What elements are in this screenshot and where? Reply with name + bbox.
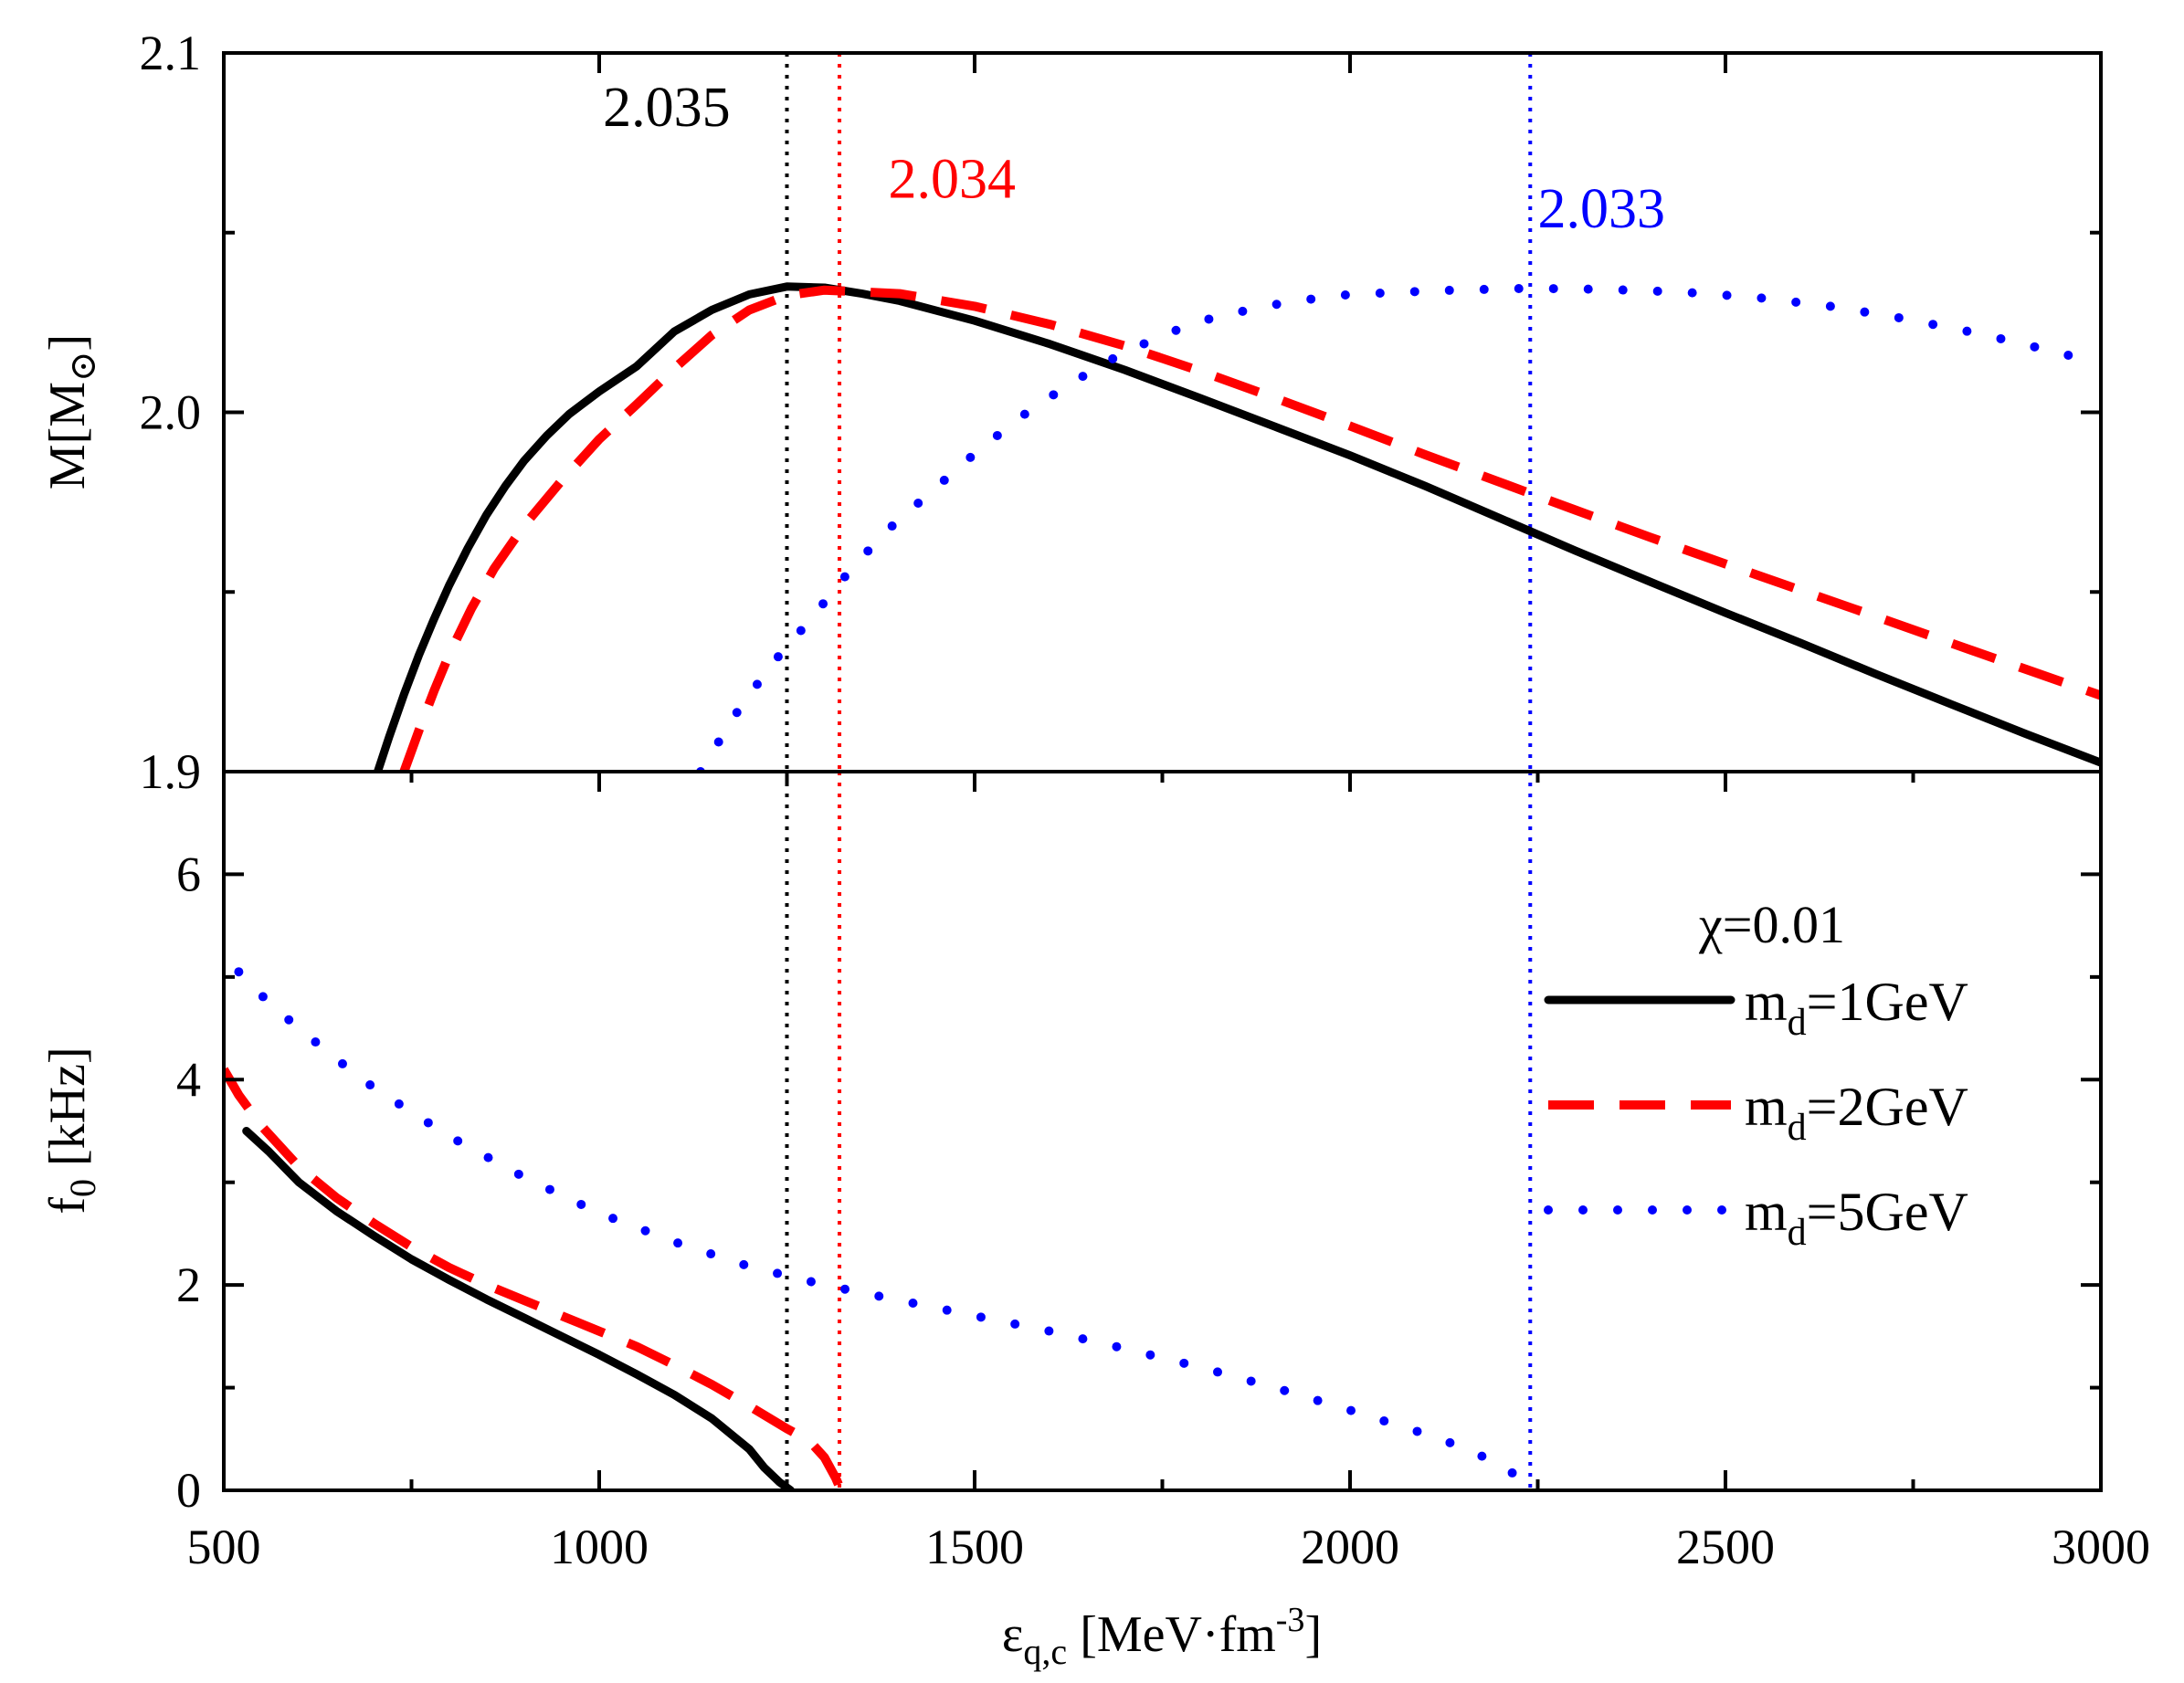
xtick-label-3: 2000 <box>1301 1520 1399 1574</box>
xtick-label-5: 3000 <box>2052 1520 2150 1574</box>
top-series-3 <box>696 283 2101 772</box>
top-tick-labels: 1.9 2.0 2.1 <box>140 26 202 799</box>
bot-ytick-label-1: 2 <box>176 1257 201 1312</box>
bot-series-1 <box>242 1127 796 1490</box>
bot-series-3 <box>234 967 1535 1490</box>
top-ylabel: M[M⊙] <box>39 334 103 489</box>
bot-series-2 <box>224 1067 846 1490</box>
bottom-ylabel: f0 [kHz] <box>39 1047 103 1214</box>
top-ytick-label-1: 2.0 <box>140 385 202 440</box>
top-annotations: 2.035 2.034 2.033 <box>603 77 1665 240</box>
bottom-plot-frame <box>222 770 2103 1492</box>
bottom-tick-labels: 0 2 4 6 500 1000 1500 2000 2500 3000 <box>176 847 2150 1574</box>
xtick-label-2: 1500 <box>925 1520 1024 1574</box>
top-ytick-label-2: 2.1 <box>140 26 202 80</box>
bot-ytick-label-0: 0 <box>176 1463 201 1518</box>
annotation-0: 2.035 <box>603 77 731 139</box>
legend-label-2: md=2GeV <box>1745 1077 1968 1149</box>
top-panel: 1.9 2.0 2.1 2.035 2.034 2.033 M[M⊙] <box>39 26 2103 799</box>
top-series-2 <box>399 285 2101 772</box>
legend: χ=0.01 md=1GeV md=2GeV md=5GeV <box>1544 895 1968 1254</box>
legend-title: χ=0.01 <box>1698 895 1845 954</box>
top-ytick-label-0: 1.9 <box>140 744 202 799</box>
legend-entries: md=1GeV md=2GeV md=5GeV <box>1544 972 1968 1254</box>
bot-ytick-label-3: 6 <box>176 847 201 901</box>
top-ticks <box>222 51 2103 773</box>
xtick-label-1: 1000 <box>550 1520 649 1574</box>
legend-label-3: md=5GeV <box>1745 1182 1968 1254</box>
bottom-panel: 0 2 4 6 500 1000 1500 2000 2500 3000 f0 [kHz] εq,… <box>39 770 2150 1672</box>
top-plot-frame <box>222 51 2103 773</box>
bottom-series-group <box>224 967 1535 1490</box>
bot-ytick-label-2: 4 <box>176 1052 201 1107</box>
legend-label-1: md=1GeV <box>1745 972 1968 1044</box>
x-axis-label: εq,c [MeV·fm-3] <box>1002 1601 1322 1672</box>
annotation-1: 2.034 <box>888 149 1016 211</box>
xtick-label-4: 2500 <box>1676 1520 1775 1574</box>
xtick-label-0: 500 <box>187 1520 261 1574</box>
annotation-2: 2.033 <box>1538 178 1666 240</box>
top-series-1 <box>374 282 2101 772</box>
bottom-reference-lines <box>785 772 1533 1490</box>
top-series-group <box>374 282 2101 772</box>
